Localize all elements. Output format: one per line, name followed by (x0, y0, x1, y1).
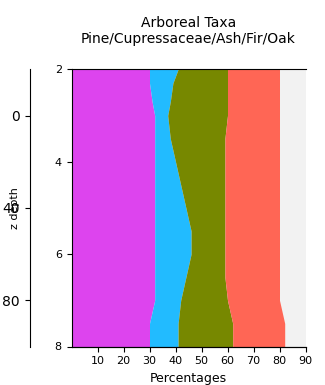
Text: Arboreal Taxa
Pine/Cupressaceae/Ash/Fir/Oak: Arboreal Taxa Pine/Cupressaceae/Ash/Fir/… (81, 16, 296, 46)
X-axis label: Percentages: Percentages (150, 372, 227, 385)
Y-axis label: z depth: z depth (10, 187, 20, 229)
